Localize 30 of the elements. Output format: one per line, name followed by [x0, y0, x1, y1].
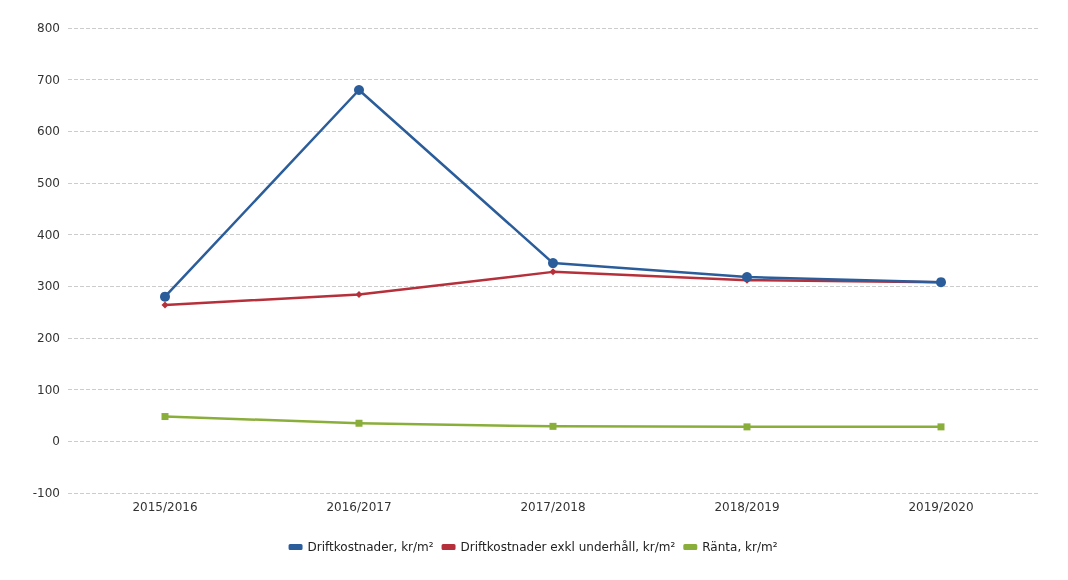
legend-label: Driftkostnader exkl underhåll, kr/m²	[460, 540, 676, 554]
x-tick-label: 2019/2020	[908, 500, 974, 514]
y-tick-label: 300	[37, 279, 60, 294]
point	[160, 291, 170, 302]
point	[355, 419, 363, 427]
point	[549, 268, 557, 276]
point	[743, 423, 751, 431]
y-tick-label: 400	[37, 227, 60, 242]
y-tick-label: 100	[37, 382, 60, 397]
y-tick-label: 200	[37, 331, 60, 345]
point	[549, 422, 557, 430]
y-tick-label: 800	[37, 21, 60, 35]
x-tick-label: 2015/2016	[132, 500, 198, 514]
y-tick-label: -100	[32, 486, 60, 500]
x-tick-label: 2017/2018	[520, 500, 586, 514]
y-tick-label: 700	[37, 72, 60, 87]
y-tick-label: 0	[52, 434, 60, 449]
x-tick-label: 2016/2017	[326, 500, 392, 514]
point	[742, 272, 752, 283]
point	[548, 258, 558, 269]
legend-label: Ränta, kr/m²	[702, 540, 778, 554]
y-tick-label: 600	[37, 124, 60, 139]
point	[937, 423, 945, 431]
point	[161, 413, 169, 421]
point	[161, 301, 169, 309]
y-tick-label: 500	[37, 176, 60, 190]
x-tick-label: 2018/2019	[714, 500, 780, 514]
point	[354, 85, 364, 95]
legend-label: Driftkostnader, kr/m²	[307, 540, 434, 554]
point	[355, 291, 363, 299]
